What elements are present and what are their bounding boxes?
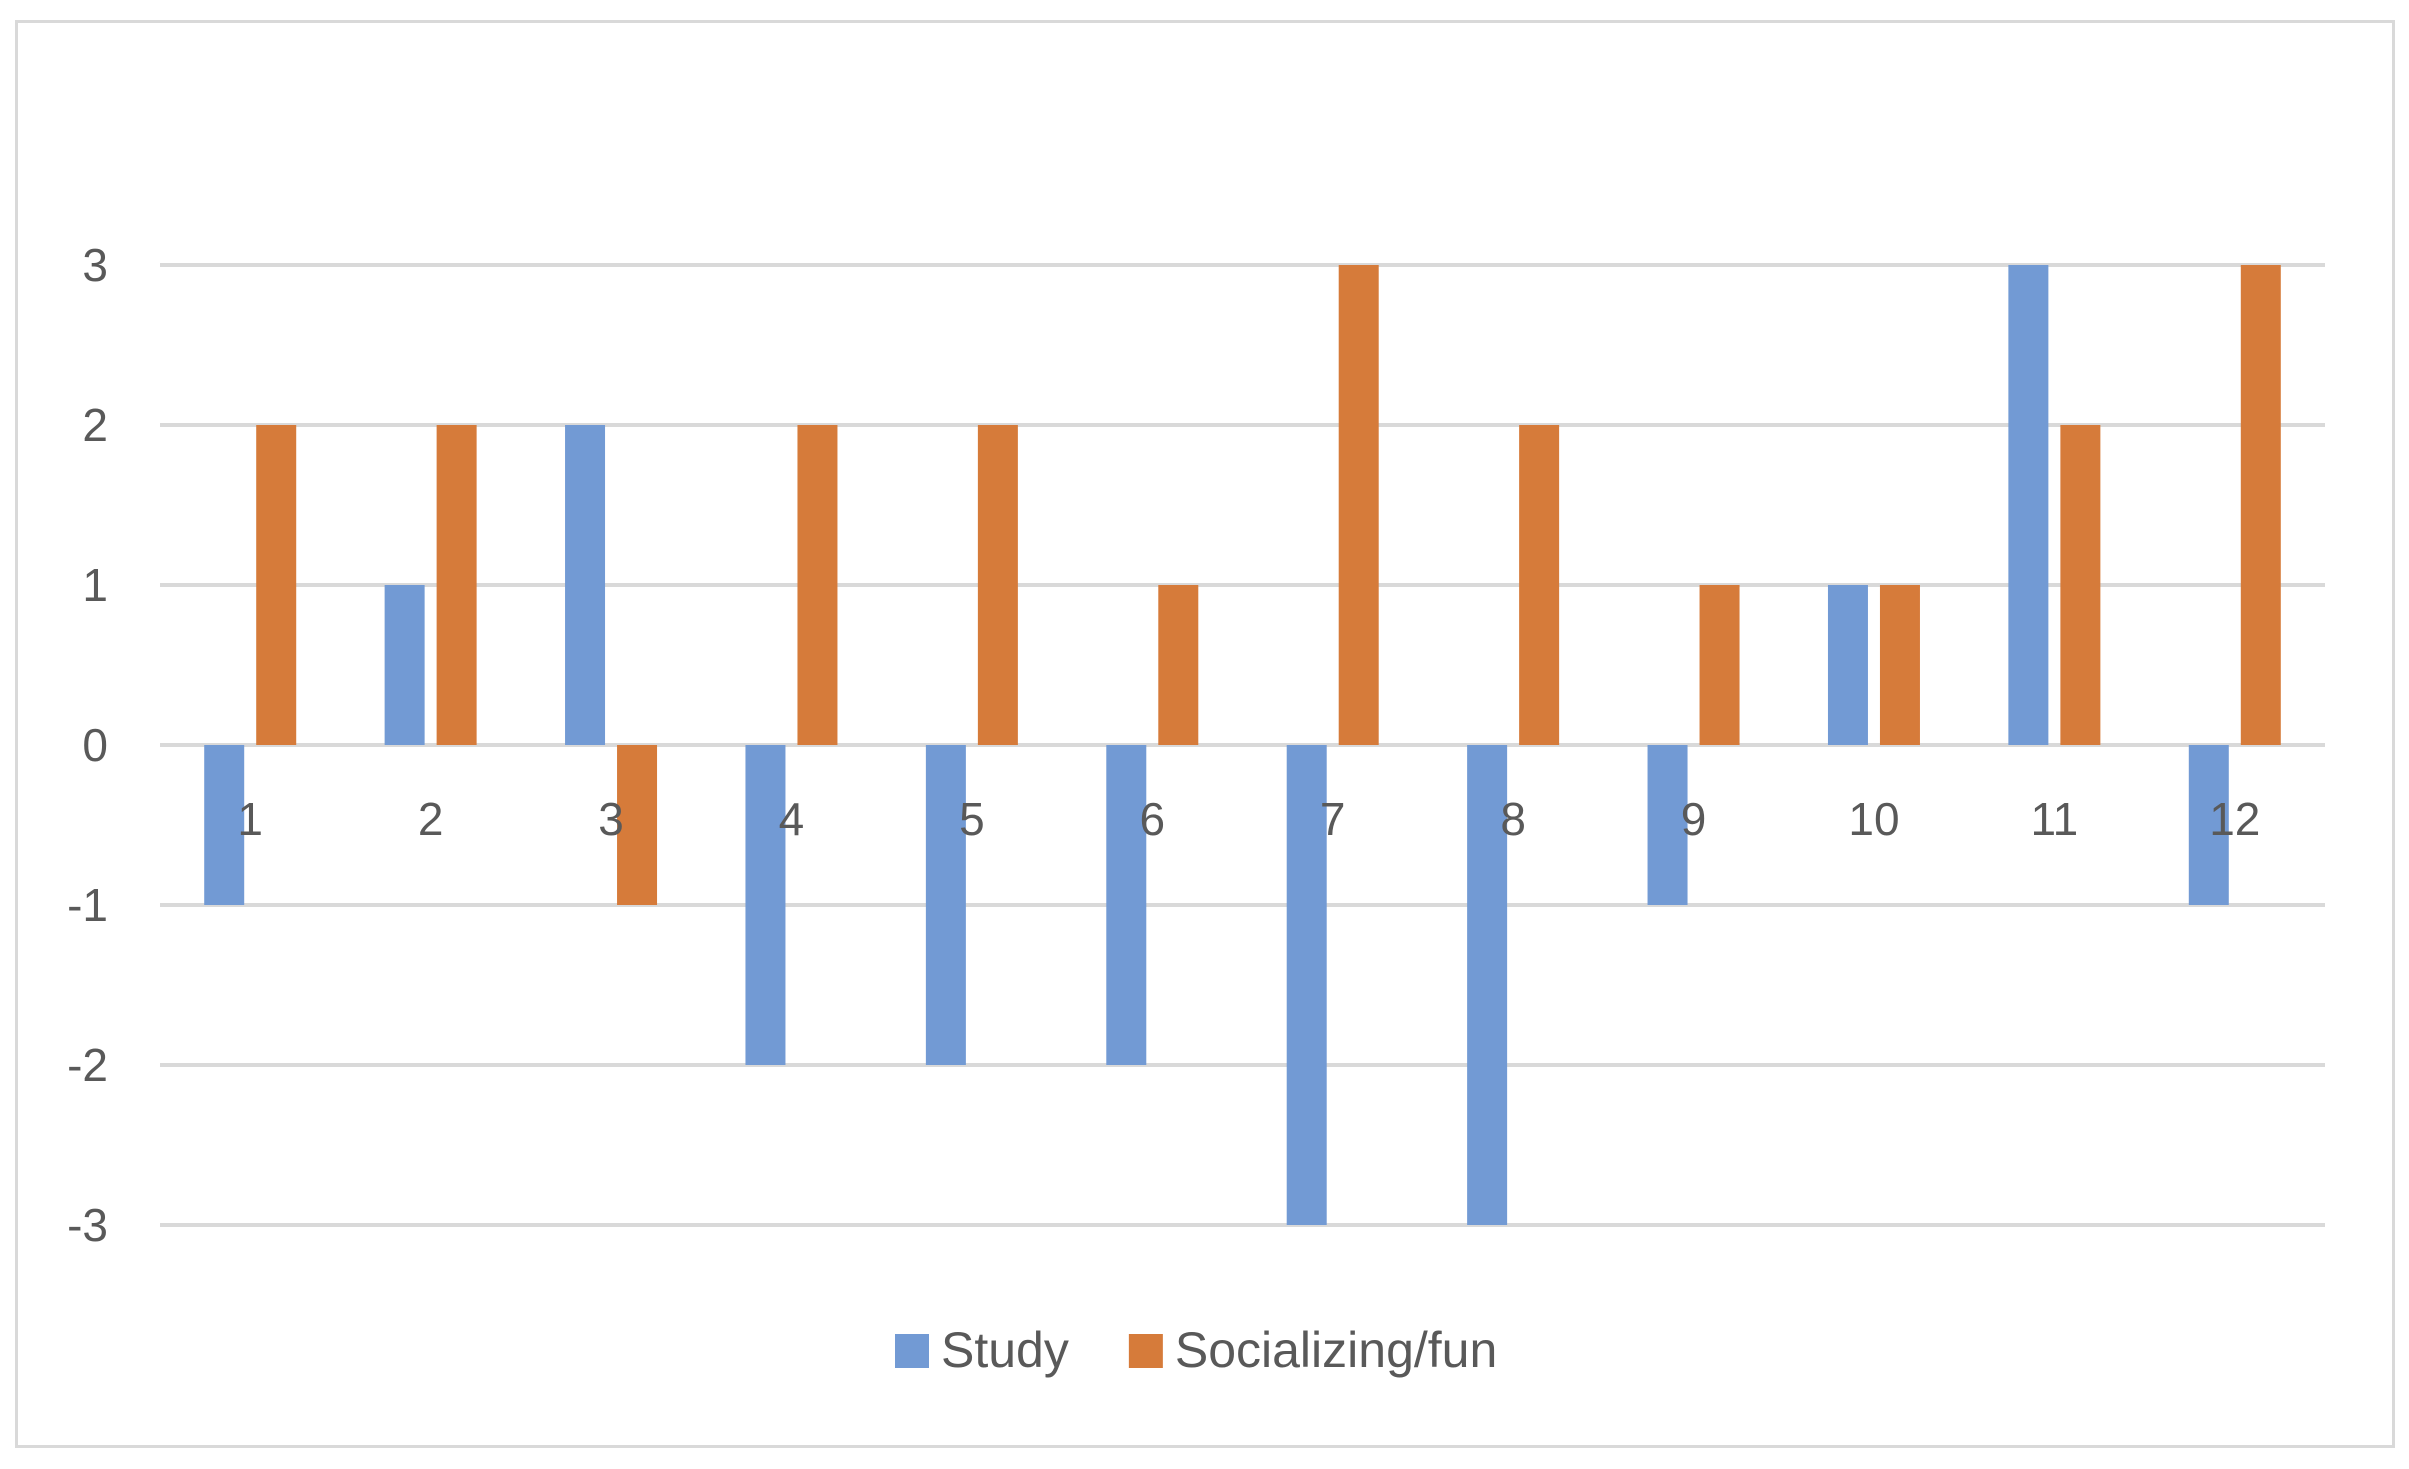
bar-socializing-fun-9 xyxy=(1699,585,1740,745)
bar-study-12 xyxy=(2188,745,2229,905)
x-tick-label-2: 2 xyxy=(418,793,444,845)
y-tick-label-1: 1 xyxy=(82,559,108,611)
legend-label-socializing-fun: Socializing/fun xyxy=(1175,1322,1497,1378)
x-tick-label-11: 11 xyxy=(2030,793,2078,845)
y-tick-label-0: 0 xyxy=(82,719,108,771)
legend-swatch-socializing-fun xyxy=(1128,1334,1163,1368)
bar-study-11 xyxy=(2008,265,2049,745)
bar-study-4 xyxy=(745,745,786,1065)
bar-socializing-fun-11 xyxy=(2060,425,2101,745)
bar-socializing-fun-6 xyxy=(1158,585,1199,745)
x-tick-label-6: 6 xyxy=(1139,793,1165,845)
legend: Study Socializing/fun xyxy=(895,1322,1497,1378)
y-tick-label--1: -1 xyxy=(67,879,108,931)
bar-socializing-fun-10 xyxy=(1879,585,1920,745)
gridlines xyxy=(160,263,2325,1227)
bar-socializing-fun-3 xyxy=(617,745,658,905)
bar-study-9 xyxy=(1647,745,1688,905)
x-tick-label-4: 4 xyxy=(779,793,805,845)
x-tick-label-7: 7 xyxy=(1320,793,1346,845)
y-tick-label-2: 2 xyxy=(82,399,108,451)
x-axis-tick-labels: 1 2 3 4 5 6 7 8 9 10 11 12 xyxy=(237,793,2260,845)
bar-socializing-fun-8 xyxy=(1519,425,1560,745)
legend-label-study: Study xyxy=(941,1322,1069,1378)
bar-socializing-fun-7 xyxy=(1338,265,1379,745)
bar-study-2 xyxy=(384,585,425,745)
y-tick-label-3: 3 xyxy=(82,239,108,291)
x-tick-label-12: 12 xyxy=(2209,793,2260,845)
legend-swatch-study xyxy=(895,1334,929,1368)
bar-socializing-fun-4 xyxy=(797,425,838,745)
x-tick-label-1: 1 xyxy=(237,793,263,845)
bar-study-7 xyxy=(1286,745,1327,1225)
bars xyxy=(204,265,2281,1225)
bar-study-8 xyxy=(1467,745,1508,1225)
bar-study-3 xyxy=(565,425,606,745)
x-tick-label-3: 3 xyxy=(598,793,624,845)
bar-study-5 xyxy=(925,745,966,1065)
bar-study-6 xyxy=(1106,745,1147,1065)
bar-socializing-fun-12 xyxy=(2240,265,2281,745)
bar-study-10 xyxy=(1827,585,1868,745)
bar-socializing-fun-2 xyxy=(436,425,477,745)
x-tick-label-8: 8 xyxy=(1500,793,1526,845)
y-tick-label--2: -2 xyxy=(67,1039,108,1091)
bar-socializing-fun-1 xyxy=(256,425,297,745)
x-tick-label-10: 10 xyxy=(1848,793,1899,845)
x-tick-label-9: 9 xyxy=(1681,793,1707,845)
y-axis-tick-labels: 3 2 1 0 -1 -2 -3 xyxy=(67,239,108,1251)
bar-study-1 xyxy=(204,745,245,905)
x-tick-label-5: 5 xyxy=(959,793,985,845)
bar-socializing-fun-5 xyxy=(977,425,1018,745)
y-tick-label--3: -3 xyxy=(67,1199,108,1251)
